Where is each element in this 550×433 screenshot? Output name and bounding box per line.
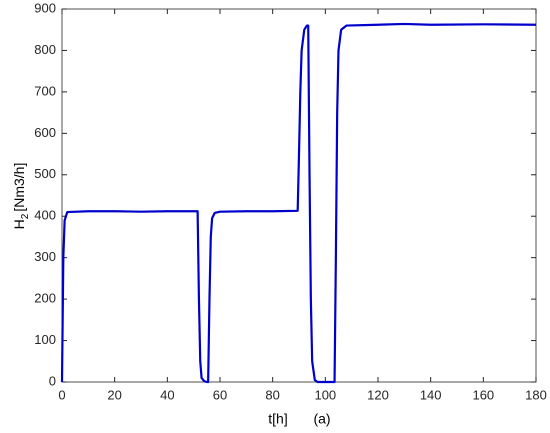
y-label-unit: [Nm3/h] (11, 163, 27, 212)
y-tick-label: 0 (49, 373, 56, 388)
x-tick-label: 100 (314, 387, 336, 402)
x-tick-label: 140 (420, 387, 442, 402)
x-tick-label: 20 (107, 387, 121, 402)
y-tick-label: 800 (34, 42, 56, 57)
x-tick-label: 180 (525, 387, 547, 402)
y-axis-label: H2[Nm3/h] (11, 163, 31, 230)
x-tick-label: 60 (213, 387, 227, 402)
x-tick-label: 80 (265, 387, 279, 402)
y-tick-label: 500 (34, 166, 56, 181)
y-tick-label: 100 (34, 332, 56, 347)
y-tick-label: 400 (34, 208, 56, 223)
data-line (60, 22, 537, 384)
y-tick-label: 600 (34, 125, 56, 140)
x-axis-label: t[h] (268, 411, 287, 427)
y-label-main: H (11, 219, 27, 229)
x-tick-label: 160 (472, 387, 494, 402)
x-tick-label: 120 (367, 387, 389, 402)
y-tick-label: 700 (34, 83, 56, 98)
annotation: (a) (313, 411, 330, 427)
y-tick-label: 200 (34, 291, 56, 306)
y-tick-label: 900 (34, 0, 56, 15)
y-tick-label: 300 (34, 249, 56, 264)
y-label-sub: 2 (20, 213, 31, 219)
x-tick-label: 40 (160, 387, 174, 402)
x-tick-label: 0 (58, 387, 65, 402)
